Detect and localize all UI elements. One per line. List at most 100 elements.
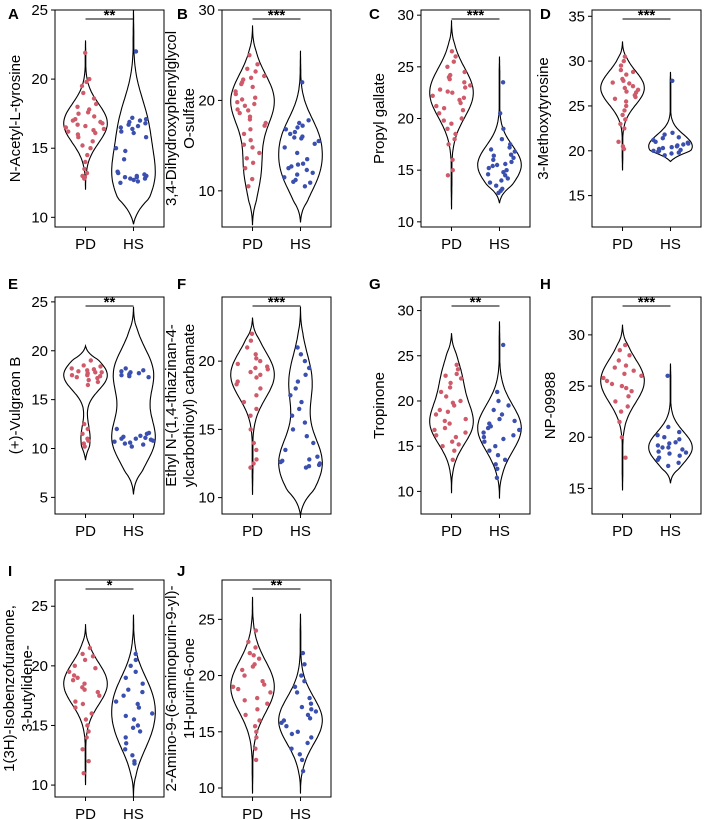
plot-frame: [420, 9, 531, 228]
panel-letter: D: [540, 6, 551, 23]
data-point-pd: [445, 409, 451, 414]
x-tick-label: PD: [242, 236, 263, 253]
data-point-hs: [683, 450, 689, 455]
data-point-hs: [302, 184, 308, 189]
data-point-pd: [452, 137, 457, 142]
data-point-pd: [248, 427, 253, 432]
data-point-hs: [283, 127, 289, 132]
data-point-hs: [495, 466, 500, 471]
data-point-pd: [453, 434, 459, 440]
data-point-pd: [450, 439, 455, 444]
data-point-hs: [127, 440, 133, 445]
data-point-pd: [630, 69, 636, 75]
data-point-hs: [316, 138, 321, 144]
data-point-pd: [458, 398, 463, 404]
data-point-hs: [681, 142, 686, 147]
data-point-pd: [241, 131, 247, 137]
data-point-hs: [669, 151, 674, 156]
data-point-hs: [121, 693, 126, 698]
data-point-hs: [133, 651, 138, 657]
x-tick-label: PD: [75, 523, 96, 540]
data-point-pd: [601, 375, 606, 381]
data-point-hs: [118, 125, 124, 130]
data-point-pd: [82, 175, 88, 180]
data-point-hs: [131, 130, 136, 136]
data-point-pd: [624, 89, 629, 94]
data-point-pd: [619, 435, 625, 440]
data-point-hs: [146, 375, 151, 380]
data-point-hs: [298, 352, 304, 357]
data-point-pd: [82, 681, 87, 686]
data-point-hs: [308, 701, 314, 706]
y-tick-label: 10: [397, 214, 414, 231]
data-point-pd: [620, 112, 625, 118]
y-tick-label: 10: [198, 183, 215, 200]
data-point-pd: [71, 673, 77, 678]
violin-pd: [63, 624, 108, 786]
data-point-hs: [517, 427, 522, 433]
data-point-pd: [627, 81, 632, 86]
y-tick-label: 30: [568, 327, 585, 344]
data-point-hs: [504, 168, 509, 173]
data-point-pd: [455, 367, 461, 372]
violin-hs: [111, 306, 156, 495]
data-point-hs: [122, 175, 128, 180]
data-point-pd: [90, 139, 95, 144]
data-point-hs: [677, 429, 682, 435]
y-axis-label: Ethyl N-(1,4-thiazinan-4-ylcarbothioyl) …: [163, 324, 198, 487]
data-point-pd: [617, 419, 622, 425]
data-point-hs: [289, 731, 295, 737]
data-point-pd: [623, 342, 628, 348]
data-point-hs: [300, 768, 306, 774]
data-point-pd: [254, 457, 259, 462]
significance-label: **: [104, 294, 116, 311]
y-axis-label: Propyl gallate: [371, 73, 388, 164]
data-point-hs: [292, 129, 298, 135]
data-point-pd: [624, 72, 629, 77]
data-point-pd: [460, 108, 466, 113]
violin-pd: [429, 20, 474, 210]
panel-i: I101520251(3H)-Isobenzofuranone,3-butyli…: [1, 563, 165, 820]
y-tick-label: 25: [198, 611, 215, 628]
data-point-pd: [444, 394, 449, 399]
x-tick-label: HS: [660, 523, 681, 540]
y-axis-label-line: ylcarbothioyl) carbamate: [181, 324, 198, 487]
data-point-pd: [254, 375, 259, 380]
data-point-hs: [143, 135, 149, 140]
data-point-pd: [626, 394, 631, 399]
x-tick-label: HS: [123, 236, 144, 253]
data-point-pd: [250, 84, 255, 90]
data-point-pd: [258, 372, 263, 377]
data-point-pd: [80, 747, 85, 752]
data-point-pd: [613, 399, 618, 404]
y-tick-label: 10: [31, 777, 48, 794]
data-point-pd: [79, 83, 85, 89]
data-point-pd: [447, 77, 452, 82]
data-point-hs: [123, 366, 128, 371]
panel-letter: B: [177, 6, 188, 23]
data-point-pd: [247, 53, 252, 58]
data-point-pd: [449, 49, 455, 54]
data-point-pd: [442, 425, 448, 431]
significance-label: ***: [467, 7, 485, 24]
data-point-pd: [255, 695, 260, 701]
data-point-hs: [279, 720, 284, 725]
data-point-pd: [618, 67, 624, 73]
data-point-hs: [137, 729, 143, 734]
y-axis-label-line: Propyl gallate: [371, 73, 388, 164]
data-point-pd: [248, 138, 253, 143]
x-tick-label: HS: [489, 236, 510, 253]
y-tick-label: 20: [397, 393, 414, 410]
data-point-pd: [250, 664, 256, 669]
data-point-pd: [69, 373, 75, 378]
data-point-pd: [629, 389, 634, 394]
data-point-pd: [445, 89, 450, 94]
data-point-pd: [75, 122, 80, 127]
data-point-hs: [501, 342, 506, 348]
data-point-pd: [612, 96, 618, 102]
violin-hs: [278, 50, 323, 223]
data-point-pd: [462, 80, 467, 85]
significance-label: ***: [268, 294, 286, 311]
data-point-pd: [75, 132, 81, 137]
y-tick-label: 30: [568, 53, 585, 70]
